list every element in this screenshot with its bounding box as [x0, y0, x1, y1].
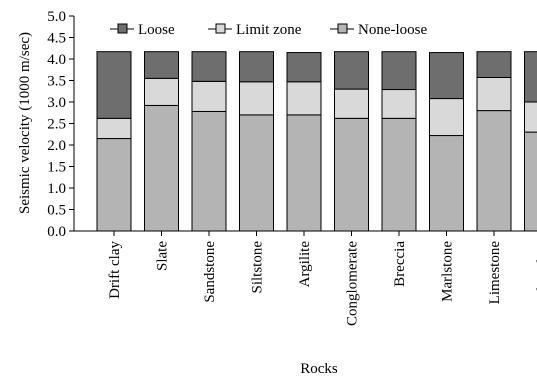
- y-tick-label: 2.0: [47, 138, 66, 154]
- y-tick-label: 1.5: [47, 160, 66, 176]
- bar-segment: [334, 117, 369, 232]
- y-tick-label: 1.0: [47, 181, 66, 197]
- bar-segment: [429, 135, 464, 232]
- bar-segment: [334, 88, 369, 119]
- bar-segment: [239, 114, 274, 232]
- legend: Loose Limit zone None-loose: [110, 22, 427, 38]
- x-tick-label: Sandstone: [202, 241, 218, 303]
- bar-segment: [191, 51, 227, 82]
- bar-segment: [96, 51, 132, 119]
- y-axis-title: Seismic velocity (1000 m/sec): [17, 32, 33, 214]
- bar-segment: [381, 51, 417, 91]
- bar-segment: [429, 98, 464, 137]
- y-tick-label: 3.5: [47, 74, 66, 90]
- bar-segment: [334, 51, 369, 90]
- bar-segment: [96, 138, 132, 232]
- x-tick-label: Argilite: [297, 241, 313, 288]
- x-tick-label: Limestone: [487, 241, 503, 305]
- plot-area: [96, 51, 537, 232]
- bar-segment: [144, 104, 179, 232]
- x-tick-label: Conglomerate: [345, 241, 361, 326]
- bar-segment: [524, 101, 537, 133]
- legend-swatch: [117, 23, 128, 34]
- bar-segment: [286, 52, 322, 83]
- y-tick-label: 4.5: [47, 31, 66, 47]
- legend-label: Limit zone: [236, 22, 302, 38]
- bar-segment: [286, 114, 322, 232]
- axes: Drift clay Slate Sandstone Siltstone Argilit…: [47, 9, 537, 326]
- x-tick-label: Drift clay: [107, 241, 123, 299]
- x-tick-label: Breccia: [392, 241, 408, 287]
- bar-segment: [381, 117, 417, 232]
- y-tick-label: 3.0: [47, 95, 66, 111]
- y-tick-label: 0.5: [47, 203, 66, 219]
- bar-segment: [191, 80, 227, 112]
- legend-label: Loose: [138, 22, 175, 38]
- x-axis-title: Rocks: [300, 361, 338, 377]
- y-tick-label: 4.0: [47, 52, 66, 68]
- bar-segment: [239, 81, 274, 116]
- x-tick-label: Marlstone: [440, 241, 456, 302]
- bar-segment: [381, 89, 417, 119]
- y-tick-label: 0.0: [47, 224, 66, 240]
- bar-segment: [191, 110, 227, 232]
- bar-segment: [476, 76, 512, 112]
- bar-segment: [524, 131, 537, 232]
- bar-segment: [239, 51, 274, 83]
- y-tick-label: 2.5: [47, 117, 66, 133]
- bar-segment: [476, 110, 512, 232]
- bar-segment: [524, 51, 537, 103]
- y-tick-label: 5.0: [47, 9, 66, 25]
- legend-label: None-loose: [358, 22, 427, 38]
- bar-segment: [476, 51, 512, 78]
- legend-swatch: [337, 23, 348, 34]
- bar-segment: [144, 51, 179, 79]
- bar-segment: [96, 117, 132, 140]
- bar-segment: [286, 81, 322, 116]
- bar-segment: [429, 52, 464, 100]
- x-tick-label: Slate: [155, 241, 171, 271]
- bar-segment: [144, 77, 179, 106]
- legend-swatch: [215, 23, 226, 34]
- x-tick-label: Siltstone: [250, 241, 266, 294]
- x-tick-label: Clay slate: [535, 241, 537, 301]
